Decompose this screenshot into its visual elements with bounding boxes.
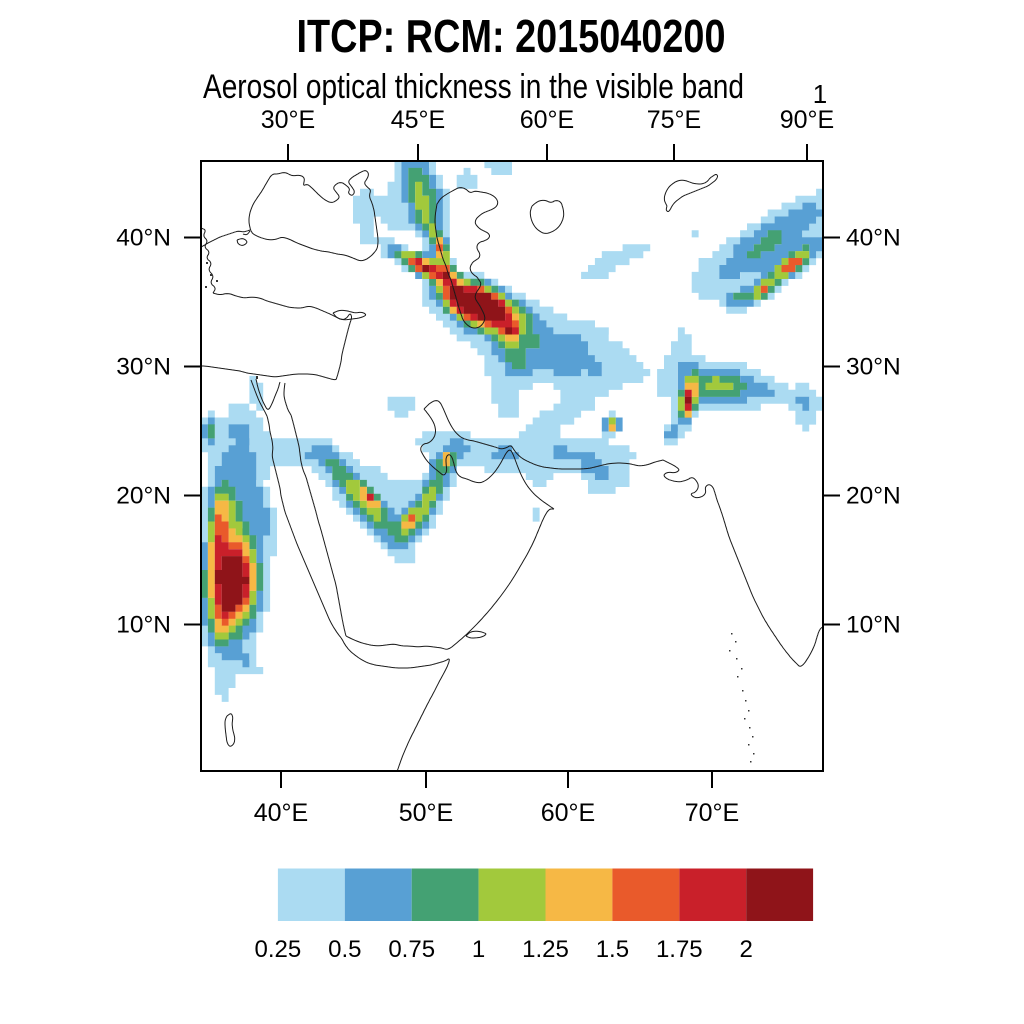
svg-text:0.5: 0.5	[328, 936, 361, 963]
svg-text:40°E: 40°E	[254, 799, 308, 827]
svg-text:20°N: 20°N	[116, 483, 171, 510]
svg-text:1: 1	[813, 79, 827, 109]
svg-text:0.75: 0.75	[388, 936, 435, 963]
svg-text:1.5: 1.5	[596, 936, 629, 963]
svg-text:70°E: 70°E	[685, 799, 739, 827]
svg-text:30°E: 30°E	[261, 106, 315, 134]
svg-text:45°E: 45°E	[391, 106, 445, 134]
svg-text:40°N: 40°N	[846, 225, 901, 252]
svg-text:0.25: 0.25	[255, 936, 302, 963]
svg-text:Aerosol optical thickness in t: Aerosol optical thickness in the visible…	[203, 68, 744, 106]
svg-text:10°N: 10°N	[116, 612, 171, 639]
svg-text:50°E: 50°E	[399, 799, 453, 827]
svg-text:10°N: 10°N	[846, 612, 901, 639]
svg-text:60°E: 60°E	[520, 106, 574, 134]
svg-text:1.25: 1.25	[522, 936, 569, 963]
svg-text:40°N: 40°N	[116, 225, 171, 252]
svg-text:ITCP: RCM: 2015040200: ITCP: RCM: 2015040200	[297, 10, 726, 62]
svg-text:20°N: 20°N	[846, 483, 901, 510]
svg-text:30°N: 30°N	[846, 354, 901, 381]
svg-text:30°N: 30°N	[116, 354, 171, 381]
svg-text:1: 1	[472, 936, 485, 963]
svg-text:75°E: 75°E	[647, 106, 701, 134]
svg-text:60°E: 60°E	[541, 799, 595, 827]
svg-text:2: 2	[740, 936, 753, 963]
svg-text:1.75: 1.75	[656, 936, 703, 963]
svg-text:90°E: 90°E	[780, 106, 834, 134]
